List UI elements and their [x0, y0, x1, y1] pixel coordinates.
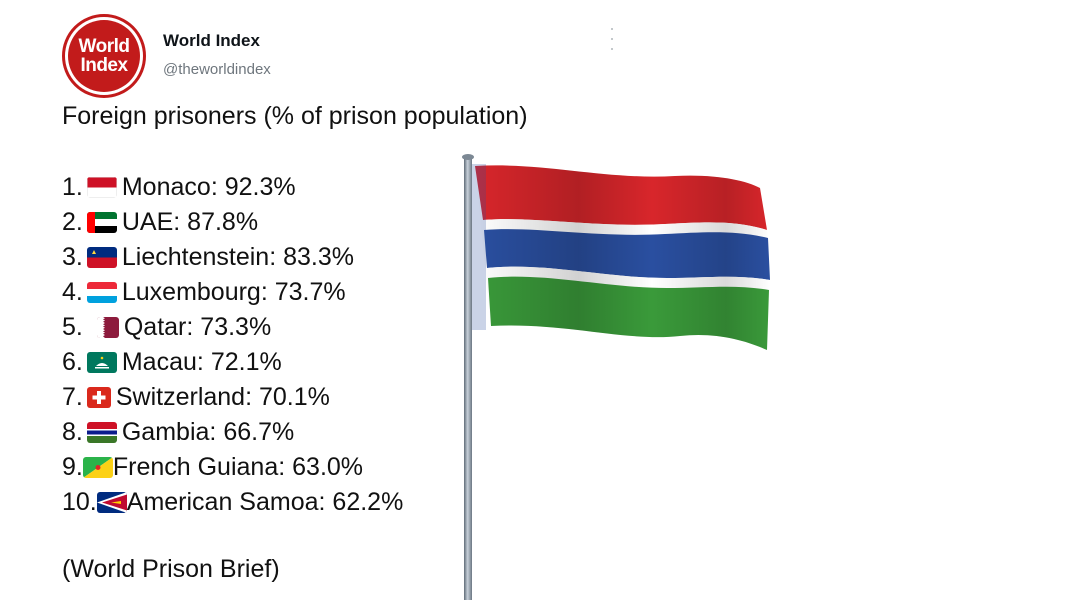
country-name: Qatar	[123, 313, 187, 341]
country-name: UAE	[121, 208, 174, 236]
more-options-icon[interactable]	[606, 28, 618, 50]
logo-line-2: Index	[80, 55, 128, 76]
list-item: 8. Gambia: 66.7%	[62, 415, 403, 450]
qatar-flag-icon	[96, 317, 119, 338]
rank: 9.	[62, 453, 83, 481]
list-item: 4. Luxembourg: 73.7%	[62, 275, 403, 310]
rank: 6.	[62, 348, 83, 376]
percentage-value: 72.1%	[210, 348, 282, 376]
rank: 7.	[62, 383, 83, 411]
country-name: Monaco	[121, 173, 211, 201]
world-index-logo: World Index	[68, 20, 140, 92]
list-item: 9. French Guiana: 63.0%	[62, 450, 403, 485]
french-guiana-flag-icon	[82, 457, 113, 478]
list-item: 5. Qatar: 73.3%	[62, 310, 403, 345]
liechtenstein-flag-icon	[86, 247, 117, 268]
rank: 3.	[62, 243, 83, 271]
rank: 4.	[62, 278, 83, 306]
percentage-value: 66.7%	[223, 418, 295, 446]
uae-flag-icon	[86, 212, 117, 233]
rank: 8.	[62, 418, 83, 446]
list-item: 7. Switzerland: 70.1%	[62, 380, 403, 415]
gambia-flag-image	[455, 150, 785, 605]
list-item: 1. Monaco: 92.3%	[62, 170, 403, 205]
country-name: Macau	[121, 348, 197, 376]
country-name: Luxembourg	[121, 278, 261, 306]
country-name: Gambia	[121, 418, 210, 446]
percentage-value: 62.2%	[332, 488, 404, 516]
monaco-flag-icon	[86, 177, 117, 198]
list-item: 3. Liechtenstein: 83.3%	[62, 240, 403, 275]
american-samoa-flag-icon	[96, 492, 127, 513]
list-item: 6. Macau: 72.1%	[62, 345, 403, 380]
percentage-value: 73.3%	[200, 313, 272, 341]
percentage-value: 83.3%	[283, 243, 354, 271]
logo-line-1: World	[78, 36, 130, 57]
luxembourg-flag-icon	[86, 282, 117, 303]
macau-flag-icon	[86, 352, 117, 373]
avatar[interactable]: World Index	[62, 14, 146, 98]
list-item: 2. UAE: 87.8%	[62, 205, 403, 240]
rank: 2.	[62, 208, 83, 236]
percentage-value: 70.1%	[259, 383, 330, 411]
account-handle[interactable]: @theworldindex	[163, 61, 271, 78]
country-name: French Guiana	[112, 453, 279, 481]
display-name[interactable]: World Index	[163, 31, 260, 50]
country-name: Liechtenstein	[121, 243, 270, 271]
rank: 5.	[62, 313, 83, 341]
percentage-value: 63.0%	[292, 453, 364, 481]
ranking-list: 1. Monaco: 92.3% 2. UAE: 87.8% 3. Liecht…	[62, 170, 403, 520]
percentage-value: 87.8%	[187, 208, 259, 236]
gambia-flag-icon	[86, 422, 117, 443]
country-name: Switzerland	[115, 383, 246, 411]
rank: 1.	[62, 173, 83, 201]
rank: 10.	[62, 488, 97, 516]
switzerland-flag-icon	[86, 387, 111, 408]
list-item: 10. American Samoa: 62.2%	[62, 485, 403, 520]
percentage-value: 92.3%	[224, 173, 296, 201]
percentage-value: 73.7%	[274, 278, 346, 306]
post-title: Foreign prisoners (% of prison populatio…	[62, 102, 528, 130]
source-note: (World Prison Brief)	[62, 555, 280, 583]
country-name: American Samoa	[126, 488, 319, 516]
